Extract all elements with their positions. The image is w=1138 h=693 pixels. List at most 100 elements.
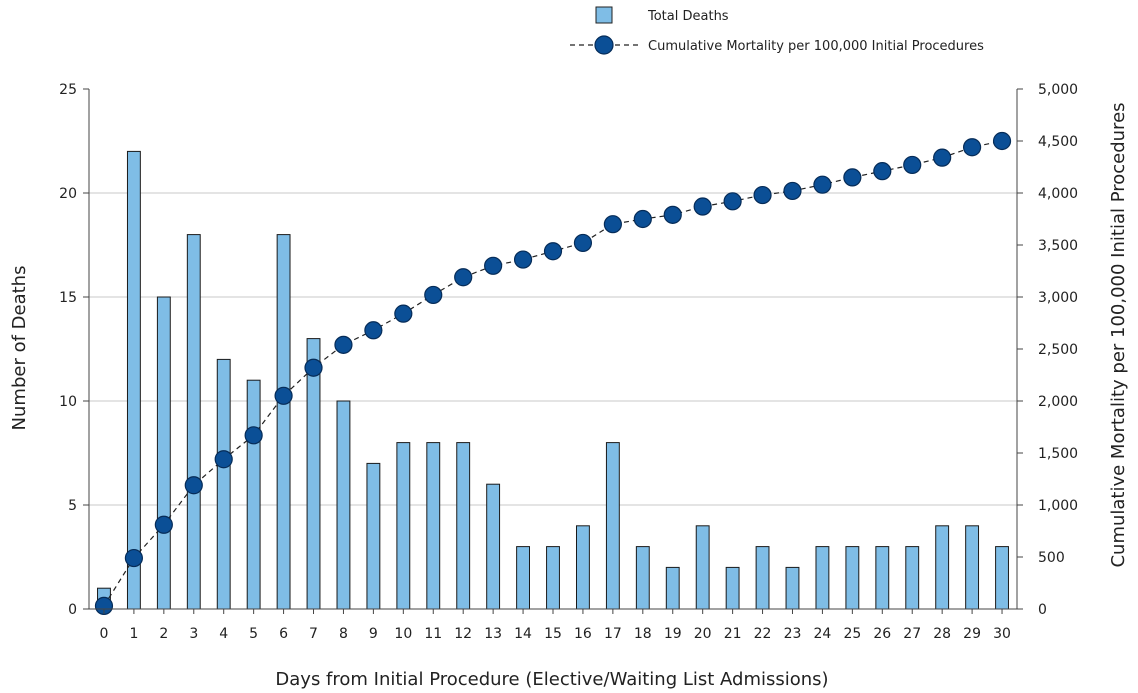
legend-label-total-deaths: Total Deaths xyxy=(647,9,729,24)
line-point xyxy=(274,386,293,405)
x-tick-label: 14 xyxy=(514,626,532,642)
bar xyxy=(845,546,860,610)
x-tick-label: 2 xyxy=(159,626,168,642)
y2-tick-label: 2,000 xyxy=(1038,394,1078,410)
x-tick-label: 21 xyxy=(724,626,742,642)
x-tick-label: 15 xyxy=(544,626,562,642)
x-tick-label: 22 xyxy=(754,626,772,642)
x-tick-label: 11 xyxy=(424,626,442,642)
x-tick-label: 4 xyxy=(219,626,228,642)
y2-tick-label: 2,500 xyxy=(1038,342,1078,358)
line-point xyxy=(573,233,593,253)
bar xyxy=(605,442,620,610)
x-tick-label: 6 xyxy=(279,626,288,642)
bar xyxy=(785,566,800,610)
x-tick-label: 13 xyxy=(484,626,502,642)
line-point xyxy=(94,596,114,615)
bar xyxy=(575,525,590,610)
line-series xyxy=(94,131,1012,615)
y2-tick-label: 4,500 xyxy=(1038,134,1078,150)
y-tick-label: 25 xyxy=(59,82,77,98)
x-tick-label: 20 xyxy=(694,626,712,642)
line-point xyxy=(992,131,1012,151)
line-point xyxy=(633,209,652,229)
line-point xyxy=(334,335,353,354)
grid-lines xyxy=(89,192,1017,506)
bar xyxy=(725,566,740,610)
y-axis-title: Number of Deaths xyxy=(9,266,30,431)
x-tick-label: 19 xyxy=(664,626,682,642)
line-point xyxy=(753,185,772,205)
line-point xyxy=(933,148,952,167)
legend-bar-swatch xyxy=(595,6,613,24)
x-tick-label: 27 xyxy=(903,626,921,642)
x-tick-label: 30 xyxy=(993,626,1011,642)
x-tick-label: 25 xyxy=(843,626,861,642)
line-point xyxy=(783,181,802,201)
y2-tick-label: 1,500 xyxy=(1038,446,1078,462)
bar xyxy=(216,358,231,610)
line-point xyxy=(394,304,413,323)
bar xyxy=(156,296,171,610)
y2-tick-label: 4,000 xyxy=(1038,186,1078,202)
line-point xyxy=(454,268,473,287)
x-tick-label: 8 xyxy=(339,626,348,642)
x-tick-label: 5 xyxy=(249,626,258,642)
x-tick-label: 7 xyxy=(309,626,318,642)
bar xyxy=(905,546,920,610)
y2-axis-title: Cumulative Mortality per 100,000 Initial… xyxy=(1108,102,1129,567)
bar xyxy=(336,400,351,610)
bar xyxy=(276,234,291,610)
x-tick-label: 10 xyxy=(394,626,412,642)
line-point xyxy=(124,548,144,568)
y-tick-label: 15 xyxy=(59,290,77,306)
bar xyxy=(815,546,830,610)
x-tick-label: 0 xyxy=(100,626,109,642)
y2-tick-label: 0 xyxy=(1038,602,1047,618)
bar xyxy=(546,546,560,610)
bar xyxy=(426,442,441,610)
x-tick-label: 1 xyxy=(129,626,138,642)
y2-tick-label: 1,000 xyxy=(1038,498,1078,514)
bar xyxy=(486,483,501,610)
x-tick-label: 9 xyxy=(369,626,378,642)
line-point xyxy=(424,285,443,305)
bar xyxy=(396,442,411,610)
line-point xyxy=(513,250,533,269)
bar xyxy=(126,150,141,610)
y2-tick-label: 500 xyxy=(1038,550,1065,566)
x-tick-label: 26 xyxy=(873,626,891,642)
y-tick-label: 20 xyxy=(59,186,77,202)
line-point xyxy=(693,197,712,216)
bar xyxy=(246,379,261,610)
y2-tick-label: 3,500 xyxy=(1038,238,1078,254)
bar xyxy=(186,234,201,610)
bar xyxy=(635,546,650,610)
line-point xyxy=(304,358,323,377)
x-tick-label: 3 xyxy=(189,626,198,642)
bar xyxy=(306,338,321,610)
bar xyxy=(755,546,770,610)
bar xyxy=(695,525,710,610)
bar xyxy=(995,546,1009,610)
bar xyxy=(516,546,531,610)
line-point xyxy=(543,242,563,261)
x-tick-label: 23 xyxy=(784,626,802,642)
line-point xyxy=(214,450,233,469)
line-point xyxy=(244,426,263,445)
y-tick-label: 0 xyxy=(68,602,77,618)
x-tick-label: 12 xyxy=(454,626,472,642)
x-tick-label: 16 xyxy=(574,626,592,642)
line-point xyxy=(184,476,203,495)
y-tick-label: 5 xyxy=(68,498,77,514)
line-point xyxy=(813,175,832,194)
line-point xyxy=(843,168,862,187)
x-tick-label: 18 xyxy=(634,626,652,642)
line-point xyxy=(154,515,173,534)
y-tick-label: 10 xyxy=(59,394,77,410)
line-point xyxy=(873,162,892,181)
bar xyxy=(665,566,680,610)
x-tick-label: 28 xyxy=(933,626,951,642)
bar-series xyxy=(97,150,1009,610)
